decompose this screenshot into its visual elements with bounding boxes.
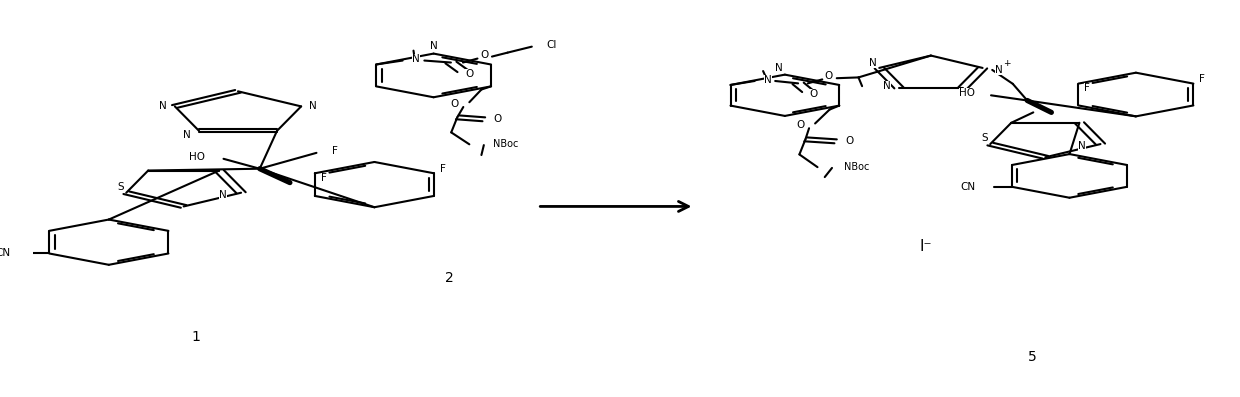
Text: CN: CN (961, 182, 976, 192)
Text: F: F (440, 164, 446, 173)
Text: N: N (775, 63, 782, 73)
Text: 5: 5 (1028, 350, 1037, 364)
Text: O: O (846, 135, 853, 146)
Text: N: N (869, 58, 877, 68)
Text: O: O (825, 71, 832, 81)
Text: O: O (465, 69, 474, 79)
Text: N: N (184, 130, 191, 140)
Text: N: N (159, 101, 166, 112)
Text: HO: HO (190, 152, 206, 162)
Text: O: O (481, 50, 489, 60)
Text: NBoc: NBoc (844, 162, 869, 172)
Text: N: N (1079, 141, 1086, 151)
Text: Cl: Cl (547, 40, 557, 50)
Text: N: N (219, 190, 227, 200)
Text: N: N (412, 54, 420, 64)
Text: 2: 2 (445, 271, 454, 285)
Text: F: F (321, 173, 326, 183)
Text: NBoc: NBoc (494, 139, 518, 149)
Text: N: N (764, 75, 773, 85)
Text: N: N (309, 101, 317, 112)
Text: N: N (883, 81, 890, 91)
Text: N: N (430, 41, 438, 52)
Text: S: S (117, 182, 124, 192)
Text: F: F (1085, 83, 1090, 93)
Text: HO: HO (960, 88, 976, 98)
Text: O: O (494, 114, 502, 124)
Text: F: F (332, 146, 339, 156)
Text: S: S (981, 133, 987, 143)
Text: O: O (810, 89, 818, 99)
Text: I⁻: I⁻ (920, 239, 932, 254)
Text: N: N (994, 65, 1002, 75)
Text: O: O (450, 99, 459, 109)
Text: +: + (1003, 59, 1011, 67)
Text: CN: CN (0, 249, 11, 258)
Text: 1: 1 (191, 330, 200, 345)
Text: O: O (796, 119, 805, 130)
Text: F: F (1199, 74, 1205, 84)
